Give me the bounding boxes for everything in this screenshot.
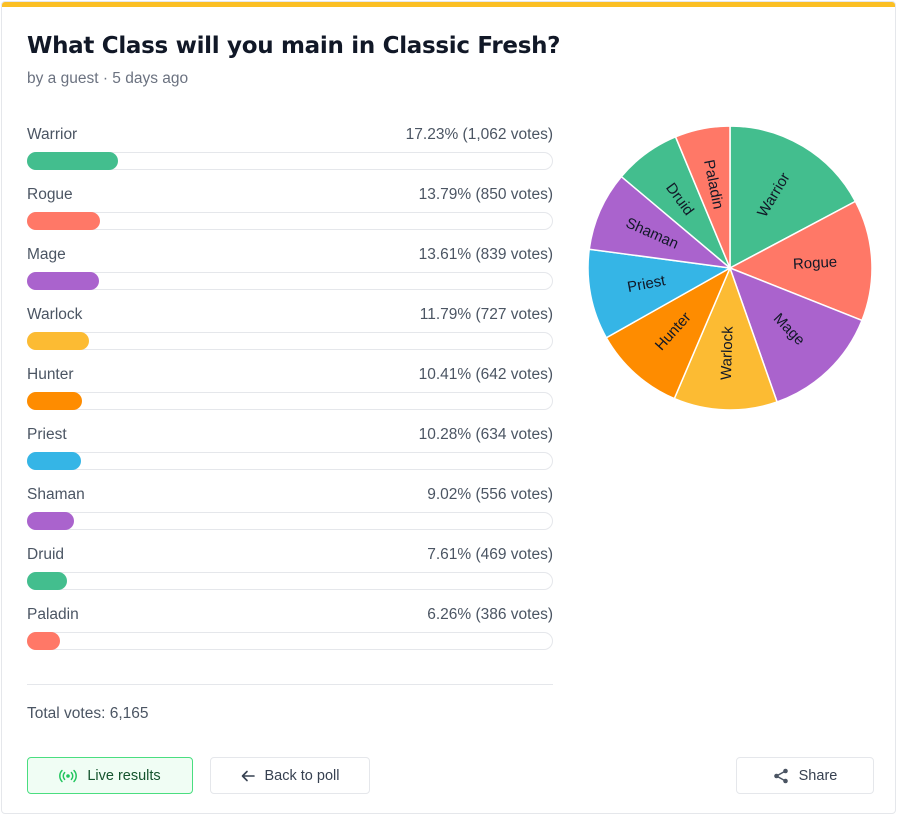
result-bar-track (27, 152, 553, 170)
result-value: 10.28% (634 votes) (418, 426, 553, 443)
result-value: 17.23% (1,062 votes) (405, 126, 553, 143)
result-row-druid: Druid 7.61% (469 votes) (27, 546, 553, 606)
poll-title: What Class will you main in Classic Fres… (27, 33, 561, 59)
result-value: 10.41% (642 votes) (418, 366, 553, 383)
result-label: Warlock (27, 306, 83, 323)
share-button[interactable]: Share (736, 757, 874, 794)
result-row-warrior: Warrior 17.23% (1,062 votes) (27, 126, 553, 186)
result-row-mage: Mage 13.61% (839 votes) (27, 246, 553, 306)
result-bar-track (27, 512, 553, 530)
back-to-poll-button[interactable]: Back to poll (210, 757, 370, 794)
result-value: 11.79% (727 votes) (419, 306, 553, 323)
pie-slice-paladin (674, 125, 731, 269)
pie-slice-warlock (673, 265, 779, 411)
result-bar-fill (27, 332, 89, 350)
results-list: Warrior 17.23% (1,062 votes) Rogue 13.79% (… (27, 126, 553, 666)
result-bar-fill (27, 212, 100, 230)
result-row-paladin: Paladin 6.26% (386 votes) (27, 606, 553, 666)
result-label: Rogue (27, 186, 73, 203)
result-label: Shaman (27, 486, 85, 503)
result-row-shaman: Shaman 9.02% (556 votes) (27, 486, 553, 546)
share-icon (773, 768, 789, 784)
result-label: Hunter (27, 366, 74, 383)
result-label: Mage (27, 246, 66, 263)
live-results-button[interactable]: Live results (27, 757, 193, 794)
pie-label-rogue: Rogue (793, 254, 838, 273)
arrow-left-icon (241, 770, 255, 782)
result-row-warlock: Warlock 11.79% (727 votes) (27, 306, 553, 366)
result-row-hunter: Hunter 10.41% (642 votes) (27, 366, 553, 426)
result-bar-fill (27, 152, 118, 170)
result-bar-fill (27, 452, 82, 470)
result-label: Druid (27, 546, 65, 563)
poll-meta: by a guest · 5 days ago (27, 70, 189, 87)
pie-slice-rogue (728, 200, 873, 322)
pie-slice-mage (728, 266, 863, 403)
result-bar-track (27, 632, 553, 650)
broadcast-icon (59, 769, 78, 783)
result-bar-fill (27, 632, 60, 650)
result-bar-fill (27, 572, 68, 590)
result-bar-track (27, 332, 553, 350)
result-bar-track (27, 212, 553, 230)
pie-slice-warrior (729, 125, 857, 270)
accent-bar (2, 2, 895, 7)
result-value: 13.61% (839 votes) (418, 246, 553, 263)
result-label: Warrior (27, 126, 78, 143)
result-row-rogue: Rogue 13.79% (850 votes) (27, 186, 553, 246)
total-votes: Total votes: 6,165 (27, 705, 149, 722)
result-label: Priest (27, 426, 67, 443)
result-row-priest: Priest 10.28% (634 votes) (27, 426, 553, 486)
back-to-poll-label: Back to poll (264, 767, 340, 784)
pie-chart: Warrior Rogue Mage Warlock Hunter Priest Shama… (584, 122, 876, 419)
pie-slice-shaman (588, 175, 733, 270)
result-value: 13.79% (850 votes) (418, 186, 553, 203)
pie-slice-priest (587, 248, 733, 339)
result-bar-track (27, 392, 553, 410)
result-bar-fill (27, 512, 75, 530)
pie-chart-svg: WarriorRogueMageWarlockHunterPriestShama… (587, 125, 873, 411)
result-bar-track (27, 272, 553, 290)
result-bar-fill (27, 272, 99, 290)
result-bar-track (27, 572, 553, 590)
result-bar-fill (27, 392, 82, 410)
live-results-label: Live results (87, 767, 161, 784)
result-bar-track (27, 452, 553, 470)
result-value: 6.26% (386 votes) (427, 606, 553, 623)
result-value: 7.61% (469 votes) (427, 546, 553, 563)
share-label: Share (798, 767, 838, 784)
result-label: Paladin (27, 606, 79, 623)
divider (27, 684, 553, 685)
pie-label-warlock: Warlock (718, 326, 737, 381)
pie-slice-hunter (605, 266, 732, 400)
result-value: 9.02% (556 votes) (427, 486, 553, 503)
